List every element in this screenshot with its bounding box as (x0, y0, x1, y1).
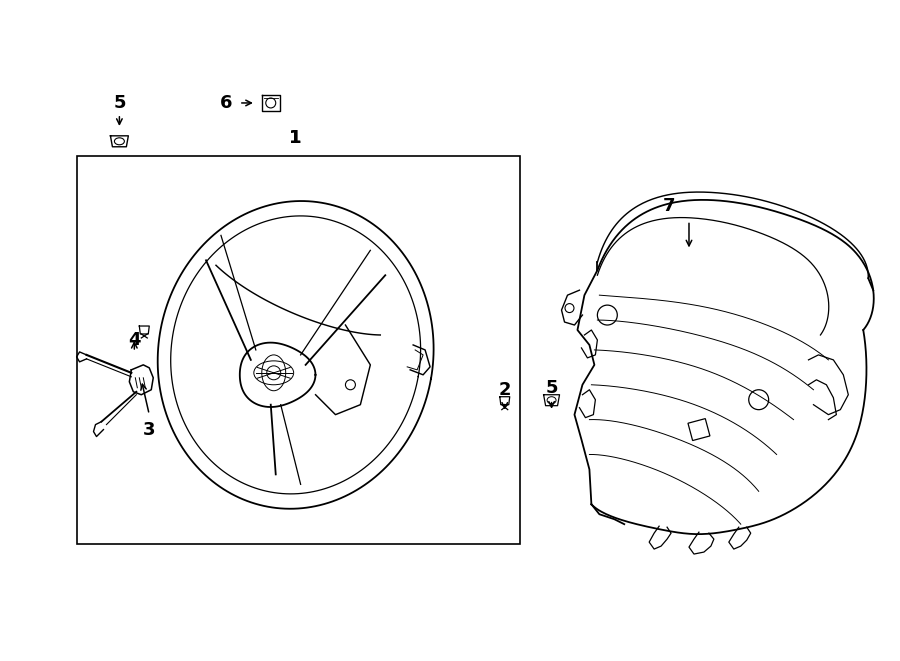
Bar (76, 156, 519, 544)
Bar (688, 418, 710, 441)
Text: 1: 1 (290, 129, 302, 147)
Text: 2: 2 (499, 381, 511, 399)
Text: 6: 6 (220, 94, 232, 112)
Text: 7: 7 (662, 196, 675, 215)
Text: 5: 5 (545, 379, 558, 397)
Text: 4: 4 (128, 331, 140, 349)
Text: 1: 1 (290, 129, 302, 147)
Text: 3: 3 (143, 420, 156, 439)
Text: 5: 5 (113, 94, 126, 112)
